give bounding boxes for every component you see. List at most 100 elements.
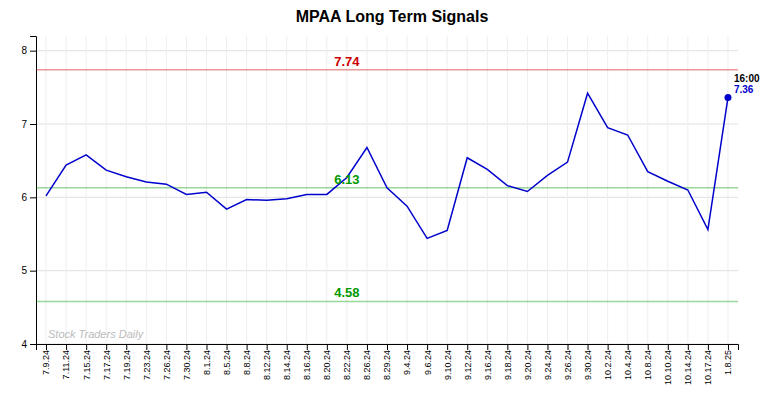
x-tick-label: 8.8.24 bbox=[242, 350, 252, 375]
x-tick: 7.17.24 bbox=[102, 344, 112, 380]
x-tick: 9.24.24 bbox=[543, 344, 553, 380]
annotation: 7.36 bbox=[734, 84, 754, 95]
x-tick-mark bbox=[106, 344, 107, 350]
reference-line bbox=[36, 301, 738, 303]
x-tick-mark bbox=[186, 344, 187, 350]
x-tick-label: 10.4.24 bbox=[623, 350, 633, 380]
grid-line bbox=[507, 36, 508, 344]
y-tick: 6 bbox=[21, 192, 36, 203]
x-tick-label: 7.15.24 bbox=[82, 350, 92, 380]
x-tick-label: 10.8.24 bbox=[643, 350, 653, 380]
x-tick: 10.10.24 bbox=[663, 344, 673, 385]
x-tick: 7.11.24 bbox=[61, 344, 71, 379]
x-tick: 8.20.24 bbox=[322, 344, 332, 380]
x-tick-mark bbox=[608, 344, 609, 350]
x-tick-label: 9.10.24 bbox=[443, 350, 453, 380]
grid-line bbox=[366, 36, 367, 344]
x-tick-mark bbox=[307, 344, 308, 350]
x-tick: 7.19.24 bbox=[122, 344, 132, 380]
x-tick-mark bbox=[527, 344, 528, 350]
x-tick: 7.23.24 bbox=[142, 344, 152, 380]
x-tick-mark bbox=[66, 344, 67, 350]
x-tick-mark bbox=[126, 344, 127, 350]
x-tick-mark bbox=[166, 344, 167, 350]
last-point bbox=[724, 94, 731, 101]
x-tick-label: 8.5.24 bbox=[222, 350, 232, 375]
grid-line bbox=[146, 36, 147, 344]
x-tick: 8.29.24 bbox=[382, 344, 392, 380]
x-tick-label: 10.17.24 bbox=[703, 350, 713, 385]
x-tick-mark bbox=[267, 344, 268, 350]
grid-line bbox=[647, 36, 648, 344]
grid-line bbox=[166, 36, 167, 344]
y-tick-mark bbox=[30, 344, 36, 345]
x-tick-label: 9.12.24 bbox=[463, 350, 473, 380]
x-tick: 7.9.24 bbox=[41, 344, 51, 375]
grid-line bbox=[407, 36, 408, 344]
grid-line bbox=[567, 36, 568, 344]
x-tick-mark bbox=[146, 344, 147, 350]
x-tick: 8.26.24 bbox=[362, 344, 372, 380]
x-tick-mark bbox=[628, 344, 629, 350]
x-tick: 9.26.24 bbox=[563, 344, 573, 380]
x-tick-mark bbox=[387, 344, 388, 350]
x-tick: 9.20.24 bbox=[523, 344, 533, 380]
grid-line bbox=[547, 36, 548, 344]
grid-line bbox=[66, 36, 67, 344]
x-tick-mark bbox=[447, 344, 448, 350]
reference-label: 4.58 bbox=[334, 285, 359, 300]
x-tick-mark bbox=[507, 344, 508, 350]
x-tick-label: 8.22.24 bbox=[342, 350, 352, 380]
reference-line bbox=[36, 69, 738, 71]
grid-line bbox=[226, 36, 227, 344]
x-tick: 8.1.24 bbox=[202, 344, 212, 375]
x-tick-mark bbox=[688, 344, 689, 350]
x-tick: 10.17.24 bbox=[703, 344, 713, 385]
x-tick: 7.30.24 bbox=[182, 344, 192, 380]
grid-line bbox=[86, 36, 87, 344]
grid-line bbox=[487, 36, 488, 344]
x-tick-label: 7.17.24 bbox=[102, 350, 112, 380]
grid-line bbox=[667, 36, 668, 344]
reference-label: 7.74 bbox=[334, 54, 360, 69]
x-tick-mark bbox=[86, 344, 87, 350]
x-tick: 8.22.24 bbox=[342, 344, 352, 380]
grid-line bbox=[46, 36, 47, 344]
grid-line bbox=[707, 36, 708, 344]
x-tick-label: 7.19.24 bbox=[122, 350, 132, 380]
x-tick-mark bbox=[327, 344, 328, 350]
grid bbox=[36, 36, 738, 344]
grid-line bbox=[467, 36, 468, 344]
x-tick: 8.8.24 bbox=[242, 344, 252, 375]
x-tick-label: 9.4.24 bbox=[402, 350, 412, 375]
x-tick: 9.10.24 bbox=[443, 344, 453, 380]
x-tick-label: 7.11.24 bbox=[61, 350, 71, 379]
x-tick-mark bbox=[668, 344, 669, 350]
x-tick-label: 10.2.24 bbox=[603, 350, 613, 380]
x-tick-mark bbox=[588, 344, 589, 350]
y-tick: 7 bbox=[21, 119, 36, 130]
x-tick-mark bbox=[648, 344, 649, 350]
grid-line bbox=[206, 36, 207, 344]
grid-line bbox=[727, 36, 728, 344]
grid-line bbox=[527, 36, 528, 344]
grid-line bbox=[106, 36, 107, 344]
x-tick-mark bbox=[467, 344, 468, 350]
grid-line bbox=[246, 36, 247, 344]
y-tick-label: 7 bbox=[21, 119, 27, 130]
x-tick-label: 8.29.24 bbox=[382, 350, 392, 380]
y-tick-mark bbox=[30, 271, 36, 272]
x-tick: 10.8.24 bbox=[643, 344, 653, 380]
x-tick: 7.26.24 bbox=[162, 344, 172, 380]
x-axis: 7.9.24 7.11.24 7.15.24 7.17.24 7.19.24 7.23.2… bbox=[37, 344, 739, 385]
x-tick: 8.5.24 bbox=[222, 344, 232, 375]
watermark: Stock Traders Daily bbox=[48, 328, 145, 340]
x-tick: 8.14.24 bbox=[282, 344, 292, 380]
y-tick-label: 6 bbox=[21, 192, 27, 203]
x-tick-label: 9.30.24 bbox=[583, 350, 593, 380]
x-tick-mark bbox=[728, 344, 729, 350]
x-tick: 9.6.24 bbox=[422, 344, 432, 375]
y-axis: 45678 bbox=[21, 37, 36, 350]
x-tick-mark bbox=[487, 344, 488, 350]
title: MPAA Long Term Signals bbox=[296, 8, 489, 25]
